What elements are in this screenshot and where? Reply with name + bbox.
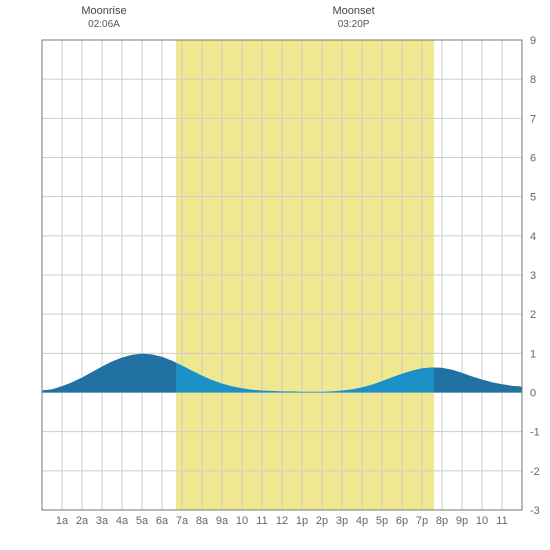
x-tick-label: 10 xyxy=(476,515,488,527)
x-tick-label: 9a xyxy=(216,515,229,527)
y-tick-label: 0 xyxy=(530,388,536,400)
x-tick-label: 8a xyxy=(196,515,209,527)
moonset-time: 03:20P xyxy=(338,19,370,30)
x-tick-label: 10 xyxy=(236,515,248,527)
x-tick-label: 2a xyxy=(76,515,89,527)
y-tick-label: 4 xyxy=(530,231,536,243)
y-tick-label: 8 xyxy=(530,74,536,86)
y-tick-label: 7 xyxy=(530,113,536,125)
moonset-label: Moonset xyxy=(332,5,374,17)
x-tick-label: 6a xyxy=(156,515,169,527)
x-tick-label: 4a xyxy=(116,515,129,527)
x-tick-label: 3p xyxy=(336,515,348,527)
x-tick-label: 5a xyxy=(136,515,149,527)
y-tick-label: 6 xyxy=(530,153,536,165)
x-tick-label: 1a xyxy=(56,515,69,527)
y-tick-label: -2 xyxy=(530,466,540,478)
x-tick-label: 7a xyxy=(176,515,189,527)
x-tick-label: 1p xyxy=(296,515,308,527)
x-tick-label: 3a xyxy=(96,515,109,527)
y-tick-label: 9 xyxy=(530,35,536,47)
moonrise-time: 02:06A xyxy=(88,19,120,30)
y-tick-label: 3 xyxy=(530,270,536,282)
moonrise-label: Moonrise xyxy=(81,5,126,17)
x-tick-label: 4p xyxy=(356,515,368,527)
y-tick-label: 5 xyxy=(530,192,536,204)
y-tick-label: 2 xyxy=(530,309,536,321)
x-tick-label: 7p xyxy=(416,515,428,527)
x-tick-label: 12 xyxy=(276,515,288,527)
x-tick-label: 5p xyxy=(376,515,388,527)
x-tick-label: 11 xyxy=(256,515,267,527)
x-tick-label: 9p xyxy=(456,515,468,527)
x-tick-label: 2p xyxy=(316,515,328,527)
x-tick-label: 8p xyxy=(436,515,448,527)
y-tick-label: -3 xyxy=(530,505,540,517)
x-tick-label: 11 xyxy=(496,515,507,527)
chart-svg: 1a2a3a4a5a6a7a8a9a1011121p2p3p4p5p6p7p8p… xyxy=(0,0,550,550)
y-tick-label: -1 xyxy=(530,427,540,439)
y-tick-label: 1 xyxy=(530,348,536,360)
tide-chart: 1a2a3a4a5a6a7a8a9a1011121p2p3p4p5p6p7p8p… xyxy=(0,0,550,550)
x-tick-label: 6p xyxy=(396,515,408,527)
